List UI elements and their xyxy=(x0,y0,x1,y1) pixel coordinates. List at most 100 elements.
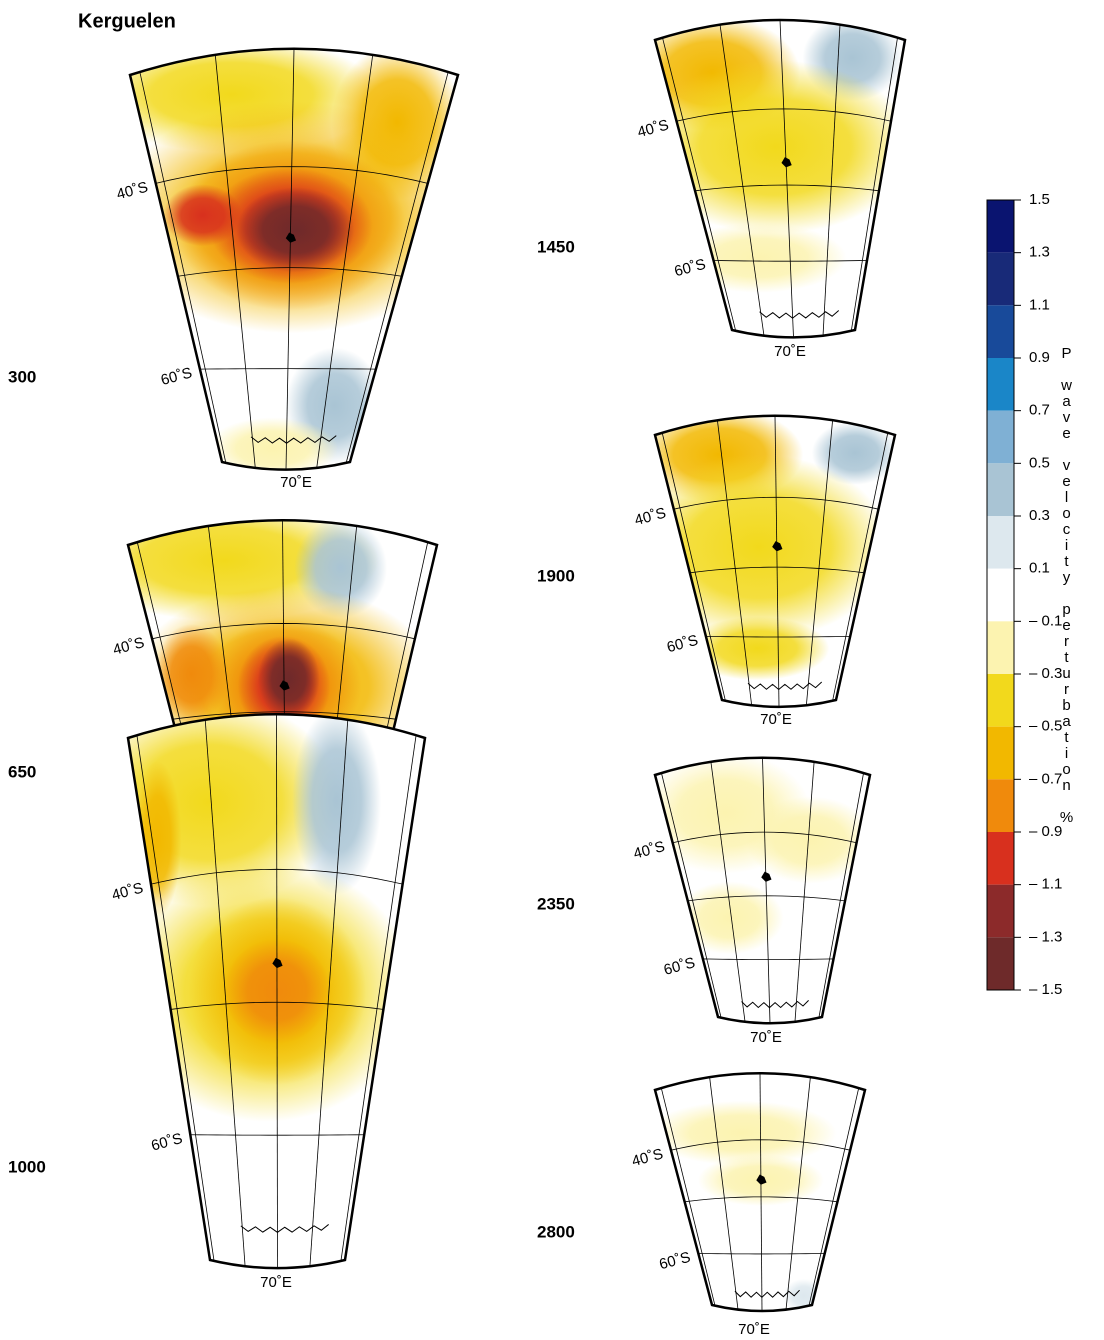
anomaly-field xyxy=(655,60,905,235)
latitude-label: 40˚S xyxy=(115,179,150,204)
meridian xyxy=(316,54,374,468)
meridian xyxy=(660,1087,716,1306)
island xyxy=(279,680,290,691)
latitude-label: 60˚S xyxy=(159,364,194,389)
figure-title: Kerguelen xyxy=(78,10,176,32)
colorbar-label: P wave velocity perturbation % xyxy=(1058,345,1075,825)
colorbar-bin xyxy=(987,516,1014,569)
longitude-label: 70˚E xyxy=(750,1029,782,1046)
latitude-label: 60˚S xyxy=(665,632,700,657)
colorbar-tick-label: – 0.5 xyxy=(1029,718,1062,735)
latitude-label: 40˚S xyxy=(110,879,145,904)
latitude-label: 40˚S xyxy=(632,838,667,863)
colorbar-tick-label: – 0.7 xyxy=(1029,770,1062,787)
map-frame xyxy=(653,414,897,709)
coastline xyxy=(734,1289,800,1299)
latitude-label: 40˚S xyxy=(111,634,146,659)
meridian xyxy=(805,420,833,706)
latitude-label: 60˚S xyxy=(673,256,708,281)
island xyxy=(272,957,283,969)
map-frame xyxy=(653,18,907,339)
depth-label: 1450 xyxy=(537,237,575,256)
longitude-label: 70˚E xyxy=(260,1274,292,1291)
depth-label: 1000 xyxy=(8,1157,46,1176)
depth-label: 2350 xyxy=(537,894,575,913)
colorbar-bin xyxy=(987,779,1014,832)
map-frame xyxy=(653,756,872,1025)
anomaly-field xyxy=(236,187,355,273)
colorbar-tick-label: – 1.5 xyxy=(1029,981,1062,998)
colorbar-bin xyxy=(987,937,1014,990)
meridian xyxy=(136,735,215,1261)
depth-label: 1900 xyxy=(537,566,575,585)
colorbar-bin xyxy=(987,463,1014,516)
colorbar-bin xyxy=(987,832,1014,885)
meridian xyxy=(717,420,753,706)
map-frame xyxy=(653,1072,867,1313)
depth-label: 2800 xyxy=(537,1222,575,1241)
anomaly-field xyxy=(745,796,870,884)
meridian xyxy=(309,719,349,1267)
colorbar-bin xyxy=(987,568,1014,622)
colorbar-tick-label: 1.1 xyxy=(1029,296,1050,313)
longitude-label: 70˚E xyxy=(738,1321,770,1338)
colorbar-tick-label: – 1.1 xyxy=(1029,876,1062,893)
colorbar-tick-label: 0.9 xyxy=(1029,349,1050,366)
longitude-label: 70˚E xyxy=(760,711,792,728)
map-frame xyxy=(128,47,460,471)
meridian xyxy=(759,1073,763,1311)
meridian xyxy=(822,24,841,336)
island xyxy=(761,871,772,882)
latitude-label: 40˚S xyxy=(636,116,671,141)
depth-label: 650 xyxy=(8,762,36,781)
colorbar-tick-label: 0.1 xyxy=(1029,560,1050,577)
colorbar-tick-label: 0.3 xyxy=(1029,507,1050,524)
latitude-label: 40˚S xyxy=(630,1145,665,1170)
coastline xyxy=(240,1224,329,1233)
longitude-label: 70˚E xyxy=(280,474,312,491)
coastline xyxy=(747,681,823,691)
anomaly-field xyxy=(676,881,784,955)
anomaly-field xyxy=(685,616,830,681)
meridian xyxy=(762,757,771,1024)
coastline xyxy=(250,435,337,444)
coastline xyxy=(759,310,840,319)
meridian xyxy=(818,772,864,1018)
meridian xyxy=(779,20,794,338)
anomaly-field xyxy=(163,184,243,247)
island xyxy=(781,157,792,168)
colorbar-bin xyxy=(987,252,1014,306)
map-frame xyxy=(126,712,427,1270)
colorbar-tick-label: 0.7 xyxy=(1029,402,1050,419)
colorbar-bin xyxy=(987,305,1014,358)
colorbar-bin xyxy=(987,200,1014,253)
meridian xyxy=(808,1087,860,1306)
meridian xyxy=(204,719,246,1267)
island xyxy=(772,541,783,552)
colorbar-tick-label: 1.3 xyxy=(1029,244,1050,261)
meridian xyxy=(139,71,227,463)
meridian xyxy=(661,772,722,1018)
meridian xyxy=(774,415,780,707)
meridian xyxy=(785,1077,811,1310)
colorbar-bin xyxy=(987,410,1014,464)
meridian xyxy=(850,37,898,331)
anomaly-field xyxy=(655,1100,837,1166)
island xyxy=(285,232,297,243)
meridian xyxy=(661,432,726,701)
meridian xyxy=(340,735,417,1261)
meridian xyxy=(345,71,449,463)
meridian xyxy=(832,432,889,701)
coastline xyxy=(741,1000,809,1009)
anomaly-field xyxy=(811,421,895,485)
latitude-label: 60˚S xyxy=(657,1249,692,1274)
colorbar-tick-label: 1.5 xyxy=(1029,191,1050,208)
anomaly-field xyxy=(257,638,320,719)
depth-label: 300 xyxy=(8,367,36,386)
colorbar-frame xyxy=(986,199,1015,991)
colorbar-bin xyxy=(987,726,1014,780)
longitude-label: 70˚E xyxy=(774,343,806,360)
latitude-label: 60˚S xyxy=(149,1130,184,1155)
